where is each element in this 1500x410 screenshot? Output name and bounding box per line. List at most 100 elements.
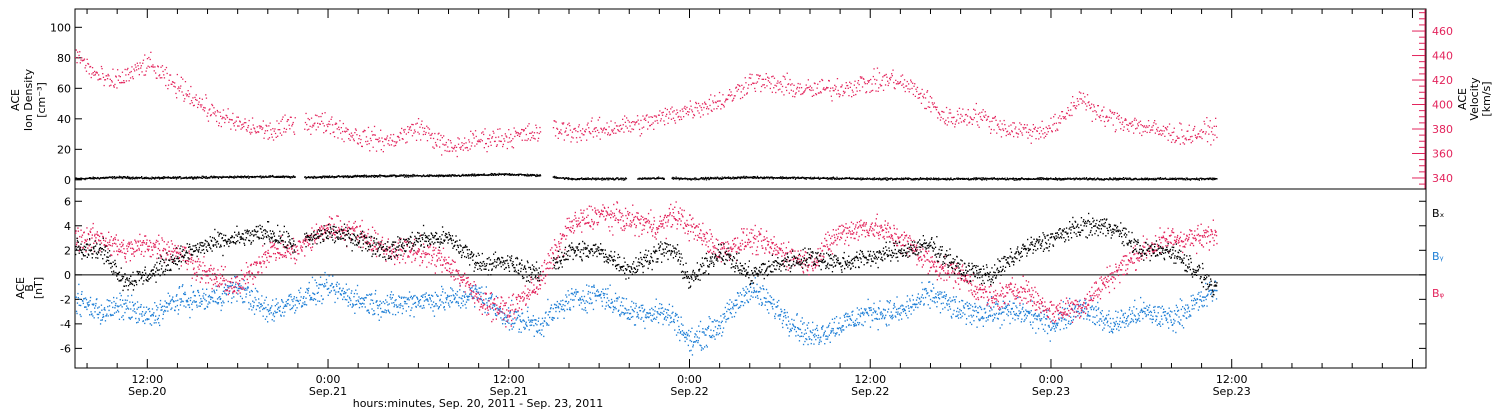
velocity-point (834, 84, 836, 86)
density-point (352, 176, 355, 178)
velocity-point (513, 127, 515, 129)
by-point (405, 310, 407, 312)
density-point (1018, 178, 1021, 180)
velocity-point (761, 78, 763, 80)
density-point (389, 175, 392, 177)
density-point (343, 176, 345, 178)
by-point (332, 286, 334, 289)
density-point (143, 176, 145, 179)
velocity-point (527, 138, 529, 140)
density-point (729, 176, 731, 179)
density-point (157, 177, 159, 179)
y-tick-label-right: 400 (1432, 99, 1453, 112)
density-point (288, 176, 290, 178)
by-point (118, 318, 121, 320)
velocity-point (1085, 109, 1087, 111)
velocity-point (306, 123, 308, 126)
density-point (370, 175, 372, 177)
density-point (741, 177, 743, 179)
velocity-point (823, 89, 826, 91)
velocity-point (1096, 114, 1098, 116)
by-point (423, 300, 426, 302)
velocity-point (346, 130, 348, 132)
by-point (145, 319, 147, 321)
velocity-point (652, 122, 654, 124)
velocity-point (744, 77, 746, 79)
by-point (384, 309, 386, 311)
velocity-point (321, 120, 323, 122)
velocity-point (634, 122, 637, 124)
velocity-point (376, 138, 378, 141)
velocity-point (973, 117, 975, 119)
velocity-point (1111, 112, 1113, 114)
velocity-point (344, 131, 346, 133)
velocity-point (511, 146, 513, 148)
velocity-point (1046, 127, 1049, 130)
velocity-point (598, 116, 601, 119)
velocity-point (534, 138, 536, 140)
by-point (344, 298, 346, 301)
by-point (113, 296, 115, 299)
velocity-point (939, 114, 941, 116)
density-point (1044, 178, 1046, 180)
density-point (93, 177, 95, 179)
velocity-point (307, 117, 309, 120)
by-point (178, 286, 181, 288)
density-point (997, 179, 999, 181)
velocity-point (422, 133, 424, 136)
by-point (154, 319, 156, 321)
by-point (109, 313, 112, 316)
by-point (91, 303, 93, 305)
by-point (151, 314, 153, 316)
by-point (167, 310, 169, 312)
velocity-point (808, 86, 810, 89)
velocity-point (221, 118, 223, 120)
by-point (166, 306, 168, 308)
velocity-point (348, 133, 351, 135)
velocity-point (992, 117, 994, 119)
by-point (160, 306, 163, 309)
velocity-point (519, 133, 521, 135)
density-point (483, 173, 485, 175)
density-point (675, 176, 677, 178)
velocity-point (1030, 129, 1032, 131)
by-point (89, 300, 91, 302)
velocity-point (367, 126, 370, 129)
velocity-point (638, 123, 640, 125)
velocity-point (968, 122, 970, 124)
velocity-point (643, 118, 645, 121)
velocity-point (1207, 125, 1209, 127)
density-point (152, 177, 154, 179)
density-point (179, 176, 182, 178)
by-point (75, 296, 77, 298)
velocity-point (776, 82, 778, 84)
density-point (191, 177, 193, 179)
density-point (970, 178, 972, 180)
density-point (912, 179, 914, 181)
density-point (399, 174, 401, 176)
velocity-point (979, 116, 982, 118)
velocity-point (332, 131, 334, 134)
density-point (446, 175, 448, 177)
by-point (202, 295, 204, 297)
velocity-point (471, 142, 473, 144)
velocity-point (482, 131, 484, 133)
by-point (136, 308, 138, 310)
velocity-point (958, 122, 960, 124)
by-point (173, 300, 175, 303)
by-point (281, 299, 283, 301)
velocity-point (998, 126, 1000, 128)
by-point (136, 322, 138, 324)
velocity-point (284, 114, 286, 116)
velocity-point (337, 137, 339, 139)
density-point (1148, 177, 1150, 180)
density-point (861, 178, 863, 181)
velocity-point (470, 130, 472, 132)
velocity-point (921, 88, 923, 91)
velocity-point (989, 120, 991, 123)
velocity-point (206, 115, 208, 117)
density-point (606, 178, 609, 180)
density-point (382, 175, 384, 177)
velocity-point (638, 128, 641, 131)
velocity-point (948, 112, 950, 114)
